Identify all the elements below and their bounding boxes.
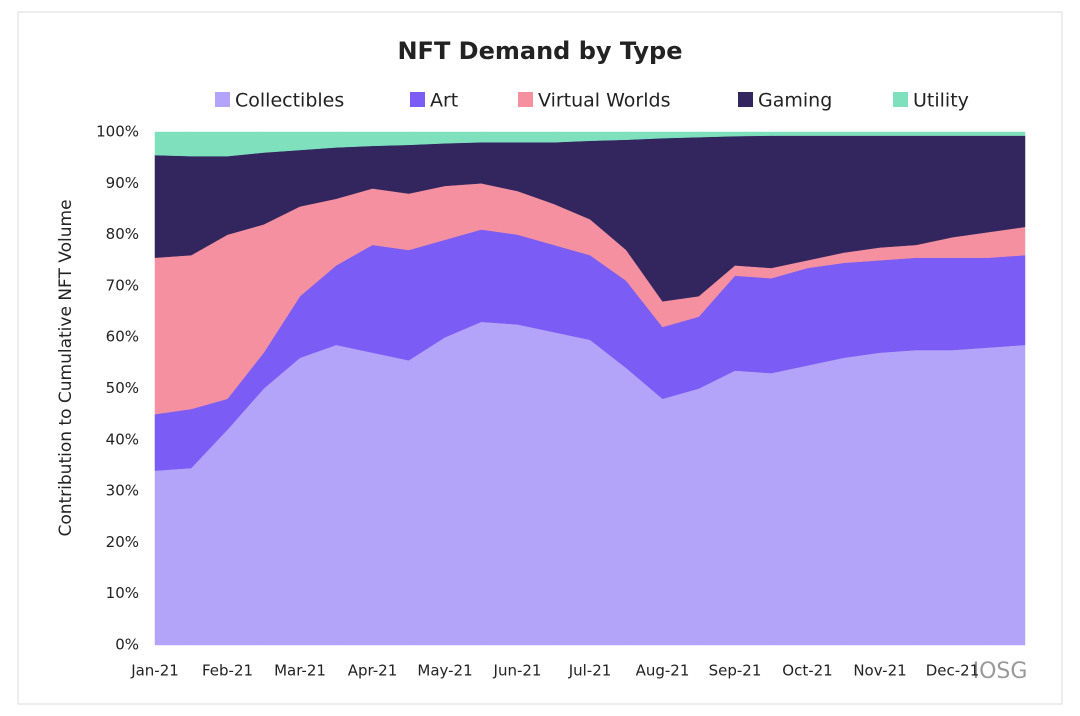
x-tick-label: Feb-21 [202,662,253,680]
x-tick-label: Mar-21 [274,662,326,680]
y-tick-label: 0% [115,636,139,654]
chart-title: NFT Demand by Type [397,37,682,65]
x-tick-label: Oct-21 [782,662,832,680]
x-tick-label: Sep-21 [709,662,762,680]
y-axis-label: Contribution to Cumulative NFT Volume [56,199,76,536]
legend-swatch [518,92,533,107]
legend-swatch [215,92,230,107]
legend-swatch [410,92,425,107]
x-tick-label: Apr-21 [348,662,398,680]
y-tick-label: 20% [106,533,139,551]
y-tick-label: 70% [106,276,139,294]
frame [17,11,1063,705]
legend-label: Utility [913,90,969,112]
legend-label: Virtual Worlds [538,90,670,112]
area [154,131,1026,157]
x-tick-label: Jun-21 [493,662,542,680]
y-tick-label: 80% [106,225,139,243]
legend-label: Gaming [758,90,832,112]
watermark: IOSG [973,659,1028,684]
x-tick-label: Aug-21 [636,662,690,680]
x-tick-label: Jul-21 [568,662,612,680]
x-tick-label: Jan-21 [130,662,179,680]
y-tick-label: 30% [106,482,139,500]
y-tick-label: 40% [106,430,139,448]
y-tick-label: 10% [106,584,139,602]
legend-label: Collectibles [235,90,344,112]
legend-swatch [738,92,753,107]
x-tick-label: May-21 [417,662,472,680]
y-tick-label: 90% [106,174,139,192]
y-tick-label: 50% [106,379,139,397]
y-tick-label: 100% [96,123,139,141]
x-tick-label: Nov-21 [853,662,906,680]
y-tick-label: 60% [106,328,139,346]
x-tick-label: Dec-21 [926,662,980,680]
legend-label: Art [430,90,458,112]
legend-swatch [893,92,908,107]
